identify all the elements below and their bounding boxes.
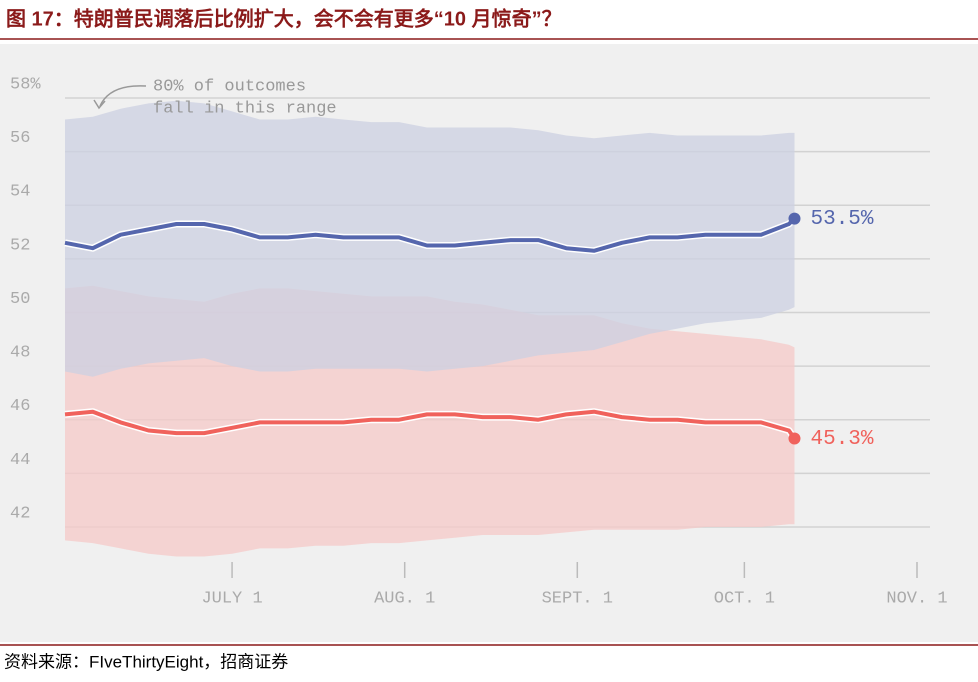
line	[64, 409, 797, 440]
annotation-arrow	[99, 85, 147, 107]
x-tick-label: AUG. 1	[374, 589, 435, 608]
x-tick-label: OCT. 1	[714, 589, 775, 608]
y-tick-label: 58%	[10, 75, 41, 94]
annotation: fall in this range	[153, 99, 337, 118]
end-point	[788, 432, 801, 445]
end-point	[788, 212, 801, 225]
y-tick-label: 48	[10, 344, 30, 363]
chart-title: 图 17：特朗普民调落后比例扩大，会不会有更多“10 月惊奇”？	[6, 6, 562, 30]
x-tick-label: JULY 1	[201, 589, 262, 608]
value-label: 53.5%	[810, 208, 873, 231]
y-tick-label: 56	[10, 129, 30, 148]
y-tick-label: 44	[10, 451, 30, 470]
value-label: 45.3%	[810, 428, 873, 451]
uncertainty-band	[65, 100, 795, 377]
plot: 42 44 46 48 50 52 54 56 58% JULY 1 AUG. 1 SEPT. 1 OC…	[10, 75, 948, 608]
y-tick-label: 52	[10, 236, 30, 255]
x-tick-label: SEPT. 1	[542, 589, 613, 608]
source: 资料来源：FIveThirtyEight，招商证券	[4, 652, 288, 671]
annotation: 80% of outcomes	[153, 77, 306, 96]
y-tick-label: 54	[10, 183, 30, 202]
x-tick-label: NOV. 1	[886, 589, 947, 608]
y-tick-label: 50	[10, 290, 30, 309]
annotation-arrowhead	[93, 99, 106, 110]
y-tick-label: 42	[10, 504, 30, 523]
y-tick-label: 46	[10, 397, 30, 416]
line	[64, 217, 796, 253]
